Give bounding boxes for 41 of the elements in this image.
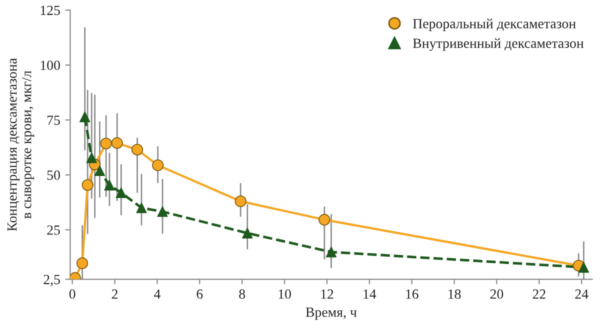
- x-tick-label: 24: [575, 289, 588, 299]
- y-tick-label: 50: [47, 170, 60, 180]
- y-axis-title: Концентрация дексаметазона в сыворотке крови, мкг/л: [8, 58, 34, 232]
- point: [242, 228, 253, 238]
- point: [80, 112, 90, 122]
- x-tick-label: 12: [321, 289, 334, 299]
- x-tick-label: 0: [69, 289, 76, 299]
- point: [131, 144, 144, 156]
- x-tick-label: 4: [154, 289, 160, 299]
- x-tick-label: 8: [239, 289, 246, 299]
- x-tick-label: 10: [278, 289, 291, 299]
- point: [157, 206, 168, 217]
- x-tick-label: 18: [448, 289, 461, 299]
- point: [104, 180, 115, 191]
- point: [100, 138, 112, 150]
- point: [234, 195, 246, 208]
- point: [94, 165, 106, 176]
- y-tick-label: 75: [48, 116, 60, 125]
- x-tick-label: 22: [532, 289, 546, 299]
- point: [82, 179, 94, 191]
- y-tick-label: 25: [47, 225, 60, 235]
- x-tick-label: 20: [490, 289, 504, 299]
- y-tick-label: 125: [40, 6, 60, 16]
- point: [326, 246, 337, 258]
- y-tick-label: 100: [40, 60, 60, 70]
- point: [152, 159, 164, 172]
- legend-label: Внутривенный дексаметазон: [412, 38, 584, 51]
- x-tick-label: 16: [406, 289, 418, 299]
- legend-label: Пероральный дексаметазон: [412, 18, 576, 32]
- point: [111, 137, 123, 149]
- point: [86, 152, 97, 164]
- x-tick-label: 6: [196, 289, 203, 299]
- x-axis-title: Время, ч: [306, 308, 357, 320]
- point: [318, 214, 330, 226]
- point: [136, 202, 147, 214]
- point: [578, 262, 590, 273]
- y-tick-label: 2,5: [44, 274, 60, 286]
- x-tick-label: 14: [364, 289, 376, 299]
- x-tick-label: 2: [112, 289, 118, 299]
- point: [116, 187, 126, 198]
- point: [76, 257, 88, 270]
